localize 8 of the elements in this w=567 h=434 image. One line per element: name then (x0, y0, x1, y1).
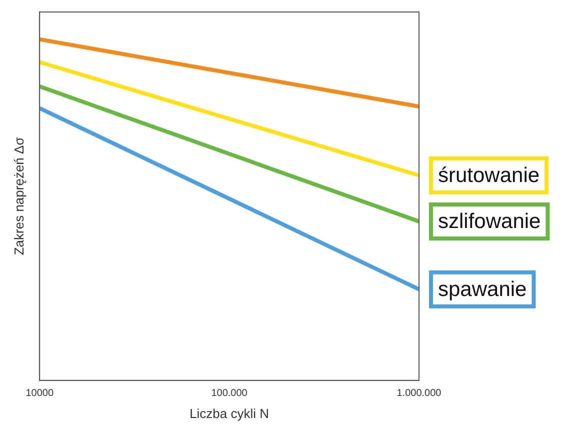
x-axis-title: Liczba cykli N (190, 406, 270, 421)
y-axis-title: Zakres naprężeń Δσ (11, 137, 26, 256)
x-tick-label: 1.000.000 (396, 388, 442, 400)
x-tick-label: 10000 (26, 388, 54, 400)
series-label: spawanie (438, 278, 527, 302)
series-label: śrutowanie (438, 164, 540, 188)
series-label: szlifowanie (438, 210, 541, 234)
x-tick-label: 100.000 (211, 388, 248, 400)
